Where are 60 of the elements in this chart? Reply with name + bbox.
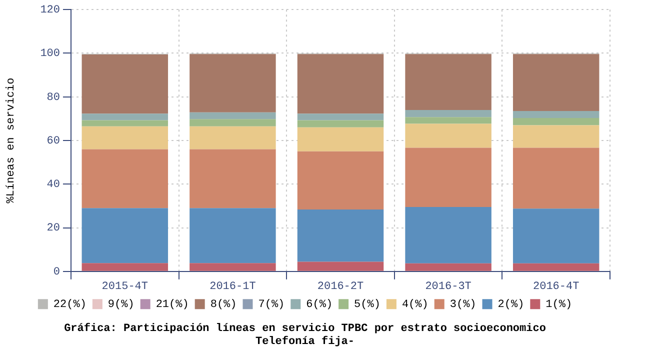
bar [190,54,276,112]
legend-label: 21(%) [156,299,189,312]
x-tick-label: 2016-3T [425,280,472,293]
bar [190,126,276,150]
bar [297,209,384,262]
bar [512,125,600,148]
text: Gráfica: Participación líneas en servicio TPBC por estrato socioeconomico Telefonía fija- [64,322,546,348]
bar [297,54,384,114]
x-tick-label: 2016-1T [210,280,256,293]
legend-label: 1(%) [546,299,572,312]
x-tick-label: 2016-4T [532,280,580,293]
bar [297,127,384,152]
bar [405,54,492,110]
legend-label: 3(%) [450,299,476,312]
bar [405,263,492,271]
bar [405,110,492,118]
x-tick-label: 2015-4T [102,280,148,293]
bar [512,54,600,112]
bar [190,112,276,120]
x-tick-label: 2016-2T [317,280,364,293]
y-axis-title: %Líneas en servicio [6,78,18,204]
y-tick-label: 0 [53,266,60,278]
legend-label: 4(%) [402,299,428,312]
legend-label: 7(%) [258,299,285,312]
bar [190,208,276,264]
bar [405,117,492,124]
bar [297,120,384,128]
bar [82,114,168,120]
bar [82,126,168,150]
y-tick-label: 80 [46,92,60,104]
y-tick-label: 120 [40,4,60,17]
bar [82,54,168,114]
bar [297,262,384,271]
y-tick-label: 100 [40,48,60,60]
bar [190,263,276,271]
bar [512,208,600,264]
bar [190,119,276,126]
bar [512,118,600,126]
bar [297,151,384,210]
bar [405,207,492,264]
legend-label: 6(%) [306,299,333,312]
y-tick-label: 40 [46,179,60,192]
y-tick-label: 20 [46,222,60,235]
bar [82,149,168,208]
y-tick-label: 60 [46,135,60,148]
legend-label: 2(%) [498,299,524,312]
bar [82,208,168,264]
bar [82,120,168,126]
legend-label: 22(%) [53,299,86,312]
bar [82,263,168,271]
bar [190,149,276,208]
legend-label: 5(%) [354,299,380,312]
bar [512,148,600,209]
bar [512,263,600,271]
bar [405,124,492,148]
bar [297,114,384,120]
bar [512,111,600,118]
bar [405,148,492,208]
legend-label: 9(%) [108,299,134,312]
legend-label: 8(%) [210,299,237,312]
